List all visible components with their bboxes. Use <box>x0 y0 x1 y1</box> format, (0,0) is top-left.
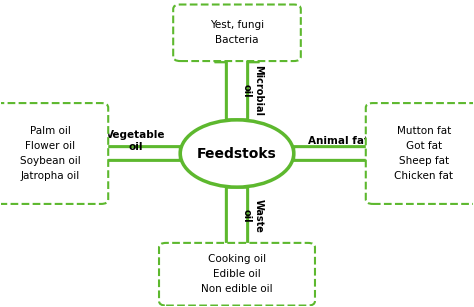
Text: Feedstoks: Feedstoks <box>197 146 277 161</box>
Text: Cooking oil
Edible oil
Non edible oil: Cooking oil Edible oil Non edible oil <box>201 255 273 294</box>
Polygon shape <box>294 139 397 168</box>
Text: Vegetable
oil: Vegetable oil <box>106 130 165 152</box>
Text: Waste
oil: Waste oil <box>242 199 264 233</box>
Text: Palm oil
Flower oil
Soybean oil
Jatropha oil: Palm oil Flower oil Soybean oil Jatropha… <box>20 126 81 181</box>
FancyBboxPatch shape <box>159 243 315 305</box>
Text: Mutton fat
Got fat
Sheep fat
Chicken fat: Mutton fat Got fat Sheep fat Chicken fat <box>394 126 453 181</box>
FancyBboxPatch shape <box>173 5 301 61</box>
Ellipse shape <box>180 120 294 187</box>
Text: Microbial
oil: Microbial oil <box>242 65 264 116</box>
Polygon shape <box>77 139 180 168</box>
Polygon shape <box>215 187 259 259</box>
Text: Yest, fungi
Bacteria: Yest, fungi Bacteria <box>210 20 264 45</box>
Polygon shape <box>215 48 259 120</box>
Text: Animal fat: Animal fat <box>308 136 369 146</box>
FancyBboxPatch shape <box>0 103 108 204</box>
FancyBboxPatch shape <box>366 103 474 204</box>
